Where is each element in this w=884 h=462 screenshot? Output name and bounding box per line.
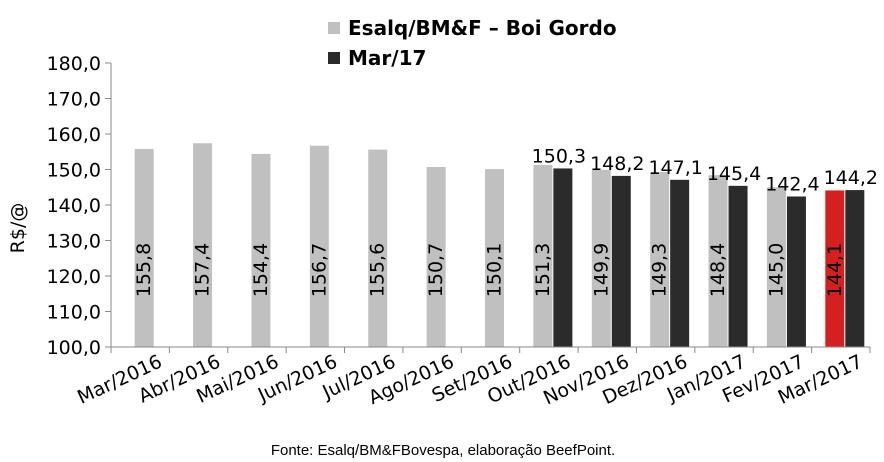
data-label-esalq: 156,7 bbox=[308, 243, 330, 297]
bar-esalq-Dez/2016 bbox=[650, 171, 670, 347]
bar-esalq-Ago/2016 bbox=[426, 167, 446, 347]
bar-mar17-Jan/2017 bbox=[728, 185, 748, 347]
data-label-esalq: 149,9 bbox=[590, 243, 612, 297]
data-label-mar17: 147,1 bbox=[648, 157, 702, 179]
legend-swatch-mar17 bbox=[328, 52, 340, 64]
legend-swatch-esalq bbox=[328, 22, 340, 34]
data-label-mar17: 142,4 bbox=[765, 173, 819, 195]
y-tick-label: 140,0 bbox=[47, 195, 101, 217]
data-label-esalq: 155,8 bbox=[133, 243, 155, 297]
y-tick-label: 180,0 bbox=[47, 53, 101, 75]
data-label-esalq: 150,1 bbox=[484, 243, 506, 297]
bar-esalq-Fev/2017 bbox=[766, 187, 786, 347]
y-tick-label: 160,0 bbox=[47, 124, 101, 146]
bar-esalq-Out/2016 bbox=[533, 164, 553, 347]
bar-esalq-Jun/2016 bbox=[309, 145, 329, 347]
data-label-esalq: 154,4 bbox=[250, 243, 272, 297]
data-label-esalq: 151,3 bbox=[532, 243, 554, 297]
y-axis-title: R$/@ bbox=[7, 203, 29, 254]
data-label-esalq: 148,4 bbox=[707, 243, 729, 297]
data-label-mar17: 150,3 bbox=[532, 145, 586, 167]
bars: 155,8 157,4 154,4 156,7 155,6 150,7 150,1 151,3… bbox=[133, 143, 878, 347]
bar-esalq-Mar/2016 bbox=[134, 148, 154, 347]
data-label-esalq: 157,4 bbox=[192, 243, 214, 297]
legend-label-esalq: Esalq/BM&F – Boi Gordo bbox=[348, 16, 617, 40]
bar-mar17-Mar/2017 bbox=[845, 190, 865, 347]
y-tick-label: 170,0 bbox=[47, 89, 101, 111]
data-label-mar17: 148,2 bbox=[590, 153, 644, 175]
bar-esalq-Abr/2016 bbox=[193, 143, 213, 347]
bar-esalq-Nov/2016 bbox=[591, 169, 611, 347]
data-label-esalq: 150,7 bbox=[425, 243, 447, 297]
source-note: Fonte: Esalq/BM&FBovespa, elaboração Bee… bbox=[271, 442, 615, 459]
y-tick-label: 150,0 bbox=[47, 160, 101, 182]
bar-esalq-Jul/2016 bbox=[368, 149, 388, 347]
data-label-mar17: 145,4 bbox=[707, 163, 761, 185]
bar-esalq-Jan/2017 bbox=[708, 175, 728, 347]
data-label-esalq: 144,1 bbox=[824, 243, 846, 297]
data-label-esalq: 149,3 bbox=[649, 243, 671, 297]
y-tick-label: 110,0 bbox=[47, 302, 101, 324]
bar-mar17-Out/2016 bbox=[553, 168, 573, 347]
legend-label-mar17: Mar/17 bbox=[348, 46, 426, 70]
bar-esalq-Mai/2016 bbox=[251, 153, 271, 347]
bar-mar17-Dez/2016 bbox=[670, 179, 690, 347]
data-label-mar17: 144,2 bbox=[824, 167, 878, 189]
y-tick-label: 100,0 bbox=[47, 337, 101, 359]
bar-esalq-Set/2016 bbox=[485, 169, 504, 347]
bar-mar17-Nov/2016 bbox=[611, 175, 631, 347]
data-label-esalq: 155,6 bbox=[367, 243, 389, 297]
y-axis-ticks: 100,0 110,0 120,0 130,0 140,0 150,0 160,0 170,0… bbox=[47, 53, 111, 359]
y-tick-label: 120,0 bbox=[47, 266, 101, 288]
legend: Esalq/BM&F – Boi Gordo Mar/17 bbox=[328, 16, 617, 70]
bar-esalq-Mar/2017 bbox=[825, 190, 845, 347]
x-axis-labels: Mar/2016Abr/2016Mai/2016Jun/2016Jul/2016… bbox=[74, 351, 866, 410]
bar-mar17-Fev/2017 bbox=[786, 196, 806, 347]
y-tick-label: 130,0 bbox=[47, 231, 101, 253]
axes bbox=[110, 63, 871, 353]
data-label-esalq: 145,0 bbox=[765, 243, 787, 297]
